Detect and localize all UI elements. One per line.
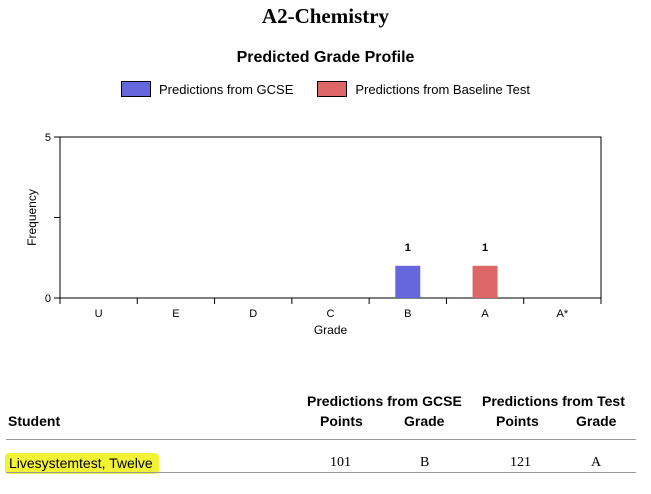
test-points-value: 121 <box>510 455 531 470</box>
gcse-points-value: 101 <box>330 455 351 470</box>
x-tick-label: B <box>404 308 411 320</box>
x-tick-label: A <box>481 308 489 320</box>
group-header-test: Predictions from Test <box>482 393 625 409</box>
bar <box>472 265 498 298</box>
chart-legend: Predictions from GCSE Predictions from B… <box>0 81 651 97</box>
test-grade-value: A <box>591 455 602 470</box>
legend-label-gcse: Predictions from GCSE <box>159 81 294 97</box>
chart-title: Predicted Grade Profile <box>236 49 415 66</box>
group-header-gcse: Predictions from GCSE <box>307 393 462 409</box>
legend-swatch-baseline <box>317 81 348 97</box>
test-points-header: Points <box>496 413 539 429</box>
test-grade-header: Grade <box>576 413 617 429</box>
y-tick-label: 0 <box>45 293 51 305</box>
x-tick-label: A* <box>557 308 569 320</box>
bar-chart: 0 5 U E D C B A A* Grade Frequency 1 1 <box>25 132 602 337</box>
report-title: A2-Chemistry <box>261 4 390 28</box>
gcse-grade-header: Grade <box>404 413 445 429</box>
legend-swatch-gcse <box>121 81 151 97</box>
row-divider <box>6 472 636 473</box>
x-tick-label: C <box>327 308 335 320</box>
y-tick-label: 5 <box>45 132 51 144</box>
plot-area <box>59 136 602 299</box>
header-divider <box>6 439 636 440</box>
student-column-header: Student <box>8 413 61 429</box>
y-axis-label: Frequency <box>25 189 39 246</box>
x-tick-label: U <box>95 308 103 320</box>
legend-item-gcse: Predictions from GCSE <box>121 81 293 97</box>
data-label: 1 <box>405 242 411 254</box>
x-tick-label: E <box>172 308 179 320</box>
x-tick-label: D <box>249 308 257 320</box>
legend-label-baseline: Predictions from Baseline Test <box>355 81 530 97</box>
gcse-points-header: Points <box>320 413 363 429</box>
x-axis-label: Grade <box>314 323 348 337</box>
data-label: 1 <box>482 242 488 254</box>
gcse-grade-value: B <box>420 455 430 470</box>
student-name: Livesystemtest, Twelve <box>5 453 159 474</box>
bar <box>395 265 421 298</box>
legend-item-baseline: Predictions from Baseline Test <box>317 81 530 97</box>
